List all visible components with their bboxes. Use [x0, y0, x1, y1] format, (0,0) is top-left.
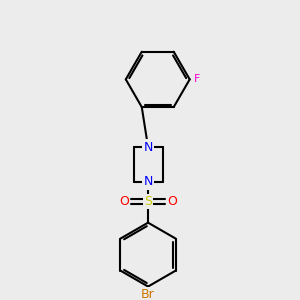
Text: N: N	[143, 141, 153, 154]
Text: N: N	[143, 141, 153, 154]
Text: S: S	[144, 195, 152, 208]
Text: N: N	[143, 176, 153, 188]
Text: O: O	[119, 195, 129, 208]
Text: F: F	[194, 74, 201, 84]
Text: O: O	[167, 195, 177, 208]
Text: Br: Br	[141, 288, 155, 300]
